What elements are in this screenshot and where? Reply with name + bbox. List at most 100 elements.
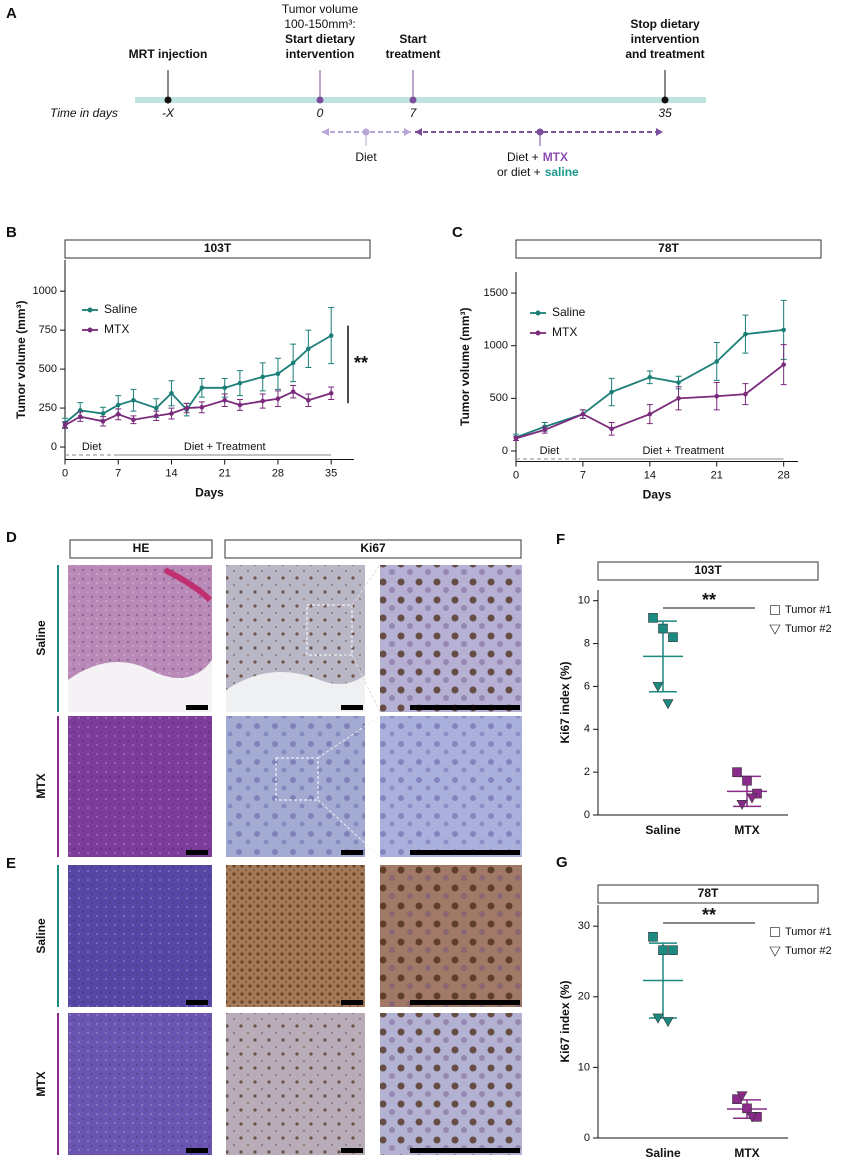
row-label: Saline: [34, 620, 48, 656]
panel-label: A: [6, 5, 17, 22]
data-point: [237, 380, 243, 386]
data-point: [542, 427, 547, 433]
chart-title: 78T: [658, 241, 679, 255]
significance: **: [702, 905, 716, 925]
data-point: [714, 393, 720, 399]
scale-bar: [341, 850, 363, 855]
data-point: [77, 414, 83, 419]
y-tick-label: 2: [584, 766, 590, 778]
y-tick-label: 0: [584, 1132, 590, 1144]
y-tick-label: 250: [39, 402, 57, 414]
event-time: 7: [410, 106, 418, 120]
chart-title: 103T: [204, 241, 232, 255]
data-point: [131, 397, 136, 403]
event-time: 35: [658, 106, 672, 120]
period-label: Diet + Treatment: [642, 445, 724, 457]
x-tick-label: 21: [219, 467, 231, 479]
data-point: [100, 411, 106, 416]
y-tick-label: 4: [584, 723, 590, 735]
data-point: [328, 390, 334, 396]
x-tick-label: Saline: [645, 1146, 681, 1160]
legend-label: MTX: [552, 325, 577, 339]
y-tick-label: 20: [578, 991, 590, 1003]
data-point: [222, 385, 228, 391]
x-tick-label: MTX: [734, 823, 759, 837]
row-label: MTX: [34, 773, 48, 798]
y-tick-label: 30: [578, 920, 590, 932]
x-tick-label: 7: [115, 467, 121, 479]
x-tick-label: 28: [778, 469, 790, 481]
data-point: [658, 623, 668, 634]
data-point: [781, 327, 786, 333]
micrograph-texture: [380, 865, 522, 1007]
data-point: [736, 1091, 748, 1102]
legend-dot: [87, 307, 93, 313]
data-point: [260, 374, 266, 380]
event-time: -X: [162, 106, 175, 120]
micrograph-texture: [68, 716, 212, 857]
scale-bars: [186, 705, 520, 1153]
chart-title: 78T: [698, 886, 719, 900]
data-point: [62, 422, 68, 428]
micrograph-texture: [226, 865, 365, 1007]
event-dot: [661, 96, 669, 104]
y-tick-label: 500: [39, 363, 57, 375]
significance: **: [702, 590, 716, 610]
y-tick-label: 1500: [484, 287, 508, 299]
data-point: [153, 405, 159, 411]
data-point: [609, 389, 614, 395]
data-point: [732, 767, 742, 777]
data-point: [513, 436, 519, 441]
data-point: [199, 404, 205, 410]
scale-bar: [186, 1000, 208, 1005]
title-box: [64, 239, 371, 259]
legend-marker: [769, 624, 781, 635]
data-point: [676, 380, 681, 385]
data-point: [742, 775, 752, 786]
data-point: [275, 371, 281, 377]
y-tick-label: 8: [584, 637, 590, 649]
x-tick-label: 7: [580, 469, 586, 481]
panel-label: C: [452, 224, 463, 241]
arm-control: saline: [545, 165, 579, 179]
legend-label: Saline: [552, 305, 586, 319]
data-point: [652, 682, 664, 693]
panel-label: G: [556, 854, 568, 871]
x-tick-label: MTX: [734, 1146, 759, 1160]
panel-label: E: [6, 855, 16, 872]
panel-label: B: [6, 224, 17, 241]
series-line: [64, 390, 332, 426]
x-tick-label: 28: [272, 467, 284, 479]
x-tick-label: 0: [62, 467, 68, 479]
data-point: [115, 402, 121, 408]
y-tick-label: 500: [490, 392, 508, 404]
micrograph-tissue: [163, 567, 213, 603]
x-tick-label: 35: [325, 467, 337, 479]
y-tick-label: 10: [578, 595, 590, 607]
data-point: [742, 1103, 752, 1114]
micrograph-texture: [380, 716, 522, 857]
data-point: [662, 1017, 674, 1028]
data-point: [736, 799, 748, 810]
data-point: [652, 1013, 664, 1024]
scale-bar: [341, 1148, 363, 1153]
data-point: [746, 1112, 758, 1123]
column-header: HE: [133, 541, 150, 555]
legend-label: Tumor #1: [785, 926, 832, 938]
zoom-lines: [317, 715, 381, 858]
period-label: Diet: [82, 441, 102, 453]
event-dot: [409, 96, 417, 104]
data-point: [668, 632, 678, 642]
x-tick-label: 14: [644, 469, 656, 481]
scale-bar: [410, 1148, 520, 1153]
data-point: [100, 419, 106, 424]
x-tick-label: 0: [513, 469, 519, 481]
legend-label: MTX: [104, 322, 129, 336]
data-point: [290, 389, 296, 395]
event-label: Start: [399, 32, 426, 46]
y-tick-label: 6: [584, 680, 590, 692]
legend-dot: [87, 327, 93, 333]
event-label: MRT injection: [129, 47, 208, 61]
